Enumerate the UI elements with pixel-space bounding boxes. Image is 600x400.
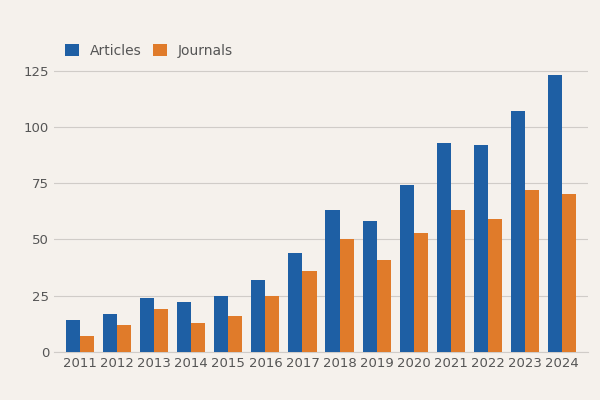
Bar: [488, 219, 502, 352]
Bar: [325, 210, 340, 352]
Bar: [437, 142, 451, 352]
Bar: [511, 111, 525, 352]
Bar: [302, 271, 317, 352]
Bar: [80, 336, 94, 352]
Bar: [340, 240, 353, 352]
Bar: [377, 260, 391, 352]
Bar: [289, 253, 302, 352]
Bar: [103, 314, 117, 352]
Bar: [140, 298, 154, 352]
Legend: Articles, Journals: Articles, Journals: [61, 40, 237, 62]
Bar: [177, 302, 191, 352]
Bar: [548, 75, 562, 352]
Bar: [228, 316, 242, 352]
Bar: [117, 325, 131, 352]
Bar: [362, 221, 377, 352]
Bar: [191, 323, 205, 352]
Bar: [562, 194, 576, 352]
Bar: [400, 185, 414, 352]
Bar: [525, 190, 539, 352]
Bar: [265, 296, 280, 352]
Bar: [66, 320, 80, 352]
Bar: [214, 296, 228, 352]
Bar: [414, 233, 428, 352]
Bar: [251, 280, 265, 352]
Bar: [451, 210, 465, 352]
Bar: [154, 309, 168, 352]
Bar: [474, 145, 488, 352]
